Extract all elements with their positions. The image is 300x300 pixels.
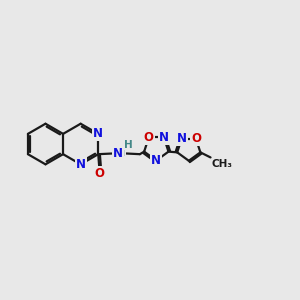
Text: H: H [124,140,132,150]
Text: CH₃: CH₃ [212,159,233,169]
Text: N: N [151,154,161,167]
Text: N: N [177,132,187,145]
Text: N: N [76,158,86,171]
Text: O: O [144,131,154,144]
Text: H: H [116,148,125,158]
Text: N: N [113,147,123,160]
Text: O: O [191,132,201,145]
Text: N: N [159,131,169,144]
Text: N: N [93,128,103,140]
Text: O: O [95,167,105,180]
